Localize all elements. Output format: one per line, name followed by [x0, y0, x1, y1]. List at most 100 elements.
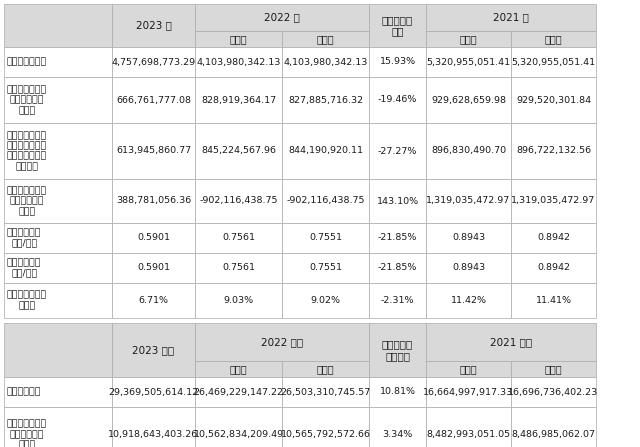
- Bar: [282, 77, 369, 123]
- Bar: [511, 361, 596, 377]
- Bar: [112, 407, 195, 447]
- Text: 4,103,980,342.13: 4,103,980,342.13: [284, 58, 368, 67]
- Text: -27.27%: -27.27%: [378, 147, 417, 156]
- Text: 26,469,229,147.22: 26,469,229,147.22: [193, 388, 284, 396]
- Text: 10.81%: 10.81%: [380, 388, 415, 396]
- Text: 0.7551: 0.7551: [309, 233, 342, 243]
- Text: 29,369,505,614.12: 29,369,505,614.12: [108, 388, 198, 396]
- Bar: [195, 123, 282, 179]
- Bar: [369, 47, 426, 77]
- Text: 5,320,955,051.41: 5,320,955,051.41: [511, 58, 596, 67]
- Bar: [112, 223, 195, 253]
- Bar: [369, 179, 426, 223]
- Bar: [369, 223, 426, 253]
- Text: 加权平均净资产
收益率: 加权平均净资产 收益率: [7, 291, 47, 310]
- Text: 4,757,698,773.29: 4,757,698,773.29: [111, 58, 196, 67]
- Text: 16,696,736,402.23: 16,696,736,402.23: [508, 388, 598, 396]
- Text: 2021 年末: 2021 年末: [490, 337, 532, 347]
- Bar: [195, 323, 369, 361]
- Bar: [4, 179, 112, 223]
- Text: 929,520,301.84: 929,520,301.84: [516, 96, 591, 105]
- Text: -19.46%: -19.46%: [378, 96, 417, 105]
- Bar: [426, 407, 511, 447]
- Text: 8,482,993,051.05: 8,482,993,051.05: [426, 430, 511, 439]
- Bar: [511, 223, 596, 253]
- Bar: [112, 47, 195, 77]
- Text: 归属于上市公司
股东的净资产
（元）: 归属于上市公司 股东的净资产 （元）: [7, 420, 47, 447]
- Text: 6.71%: 6.71%: [138, 296, 168, 305]
- Text: 2022 年: 2022 年: [264, 13, 300, 22]
- Bar: [195, 4, 369, 31]
- Bar: [511, 77, 596, 123]
- Bar: [282, 223, 369, 253]
- Bar: [112, 123, 195, 179]
- Bar: [511, 283, 596, 318]
- Bar: [511, 407, 596, 447]
- Bar: [426, 223, 511, 253]
- Bar: [112, 179, 195, 223]
- Bar: [282, 377, 369, 407]
- Bar: [369, 377, 426, 407]
- Bar: [195, 283, 282, 318]
- Bar: [369, 253, 426, 283]
- Bar: [282, 31, 369, 47]
- Bar: [369, 77, 426, 123]
- Bar: [4, 77, 112, 123]
- Text: 经营活动产生的
现金流量净额
（元）: 经营活动产生的 现金流量净额 （元）: [7, 186, 47, 216]
- Text: 10,918,643,403.26: 10,918,643,403.26: [108, 430, 198, 439]
- Text: 2023 年: 2023 年: [136, 21, 172, 30]
- Bar: [195, 361, 282, 377]
- Text: 8,486,985,062.07: 8,486,985,062.07: [511, 430, 595, 439]
- Bar: [511, 377, 596, 407]
- Text: 896,830,490.70: 896,830,490.70: [431, 147, 506, 156]
- Bar: [112, 377, 195, 407]
- Text: 调整后: 调整后: [545, 34, 563, 44]
- Text: -902,116,438.75: -902,116,438.75: [199, 197, 278, 206]
- Text: -21.85%: -21.85%: [378, 263, 417, 273]
- Text: 388,781,056.36: 388,781,056.36: [116, 197, 191, 206]
- Text: 828,919,364.17: 828,919,364.17: [201, 96, 276, 105]
- Bar: [282, 179, 369, 223]
- Bar: [4, 47, 112, 77]
- Text: 0.5901: 0.5901: [137, 233, 170, 243]
- Text: 调整后: 调整后: [545, 364, 563, 374]
- Bar: [511, 47, 596, 77]
- Bar: [4, 323, 112, 377]
- Bar: [282, 283, 369, 318]
- Bar: [282, 361, 369, 377]
- Text: 0.8943: 0.8943: [452, 263, 485, 273]
- Text: 11.41%: 11.41%: [536, 296, 572, 305]
- Text: 0.7561: 0.7561: [222, 263, 255, 273]
- Text: 0.8942: 0.8942: [537, 233, 570, 243]
- Text: 0.7561: 0.7561: [222, 233, 255, 243]
- Text: 9.02%: 9.02%: [310, 296, 340, 305]
- Text: 844,190,920.11: 844,190,920.11: [288, 147, 363, 156]
- Text: 3.34%: 3.34%: [382, 430, 413, 439]
- Bar: [426, 4, 596, 31]
- Bar: [511, 123, 596, 179]
- Bar: [112, 77, 195, 123]
- Bar: [426, 47, 511, 77]
- Bar: [426, 77, 511, 123]
- Text: 本年末比上
年末增减: 本年末比上 年末增减: [382, 339, 413, 361]
- Text: 929,628,659.98: 929,628,659.98: [431, 96, 506, 105]
- Text: 营业收入（元）: 营业收入（元）: [7, 58, 47, 67]
- Text: 2021 年: 2021 年: [493, 13, 529, 22]
- Bar: [426, 253, 511, 283]
- Text: 调整前: 调整前: [230, 34, 247, 44]
- Text: 本年比上年
增减: 本年比上年 增减: [382, 15, 413, 36]
- Bar: [282, 47, 369, 77]
- Bar: [4, 253, 112, 283]
- Bar: [511, 253, 596, 283]
- Bar: [369, 123, 426, 179]
- Bar: [282, 407, 369, 447]
- Bar: [282, 253, 369, 283]
- Bar: [112, 4, 195, 47]
- Bar: [426, 31, 511, 47]
- Text: 10,565,792,572.66: 10,565,792,572.66: [280, 430, 371, 439]
- Text: 9.03%: 9.03%: [223, 296, 253, 305]
- Text: 归属于上市公司
股东的扣除非经
常性损益的净利
润（元）: 归属于上市公司 股东的扣除非经 常性损益的净利 润（元）: [7, 131, 47, 171]
- Text: 调整前: 调整前: [460, 34, 477, 44]
- Bar: [426, 123, 511, 179]
- Bar: [369, 4, 426, 47]
